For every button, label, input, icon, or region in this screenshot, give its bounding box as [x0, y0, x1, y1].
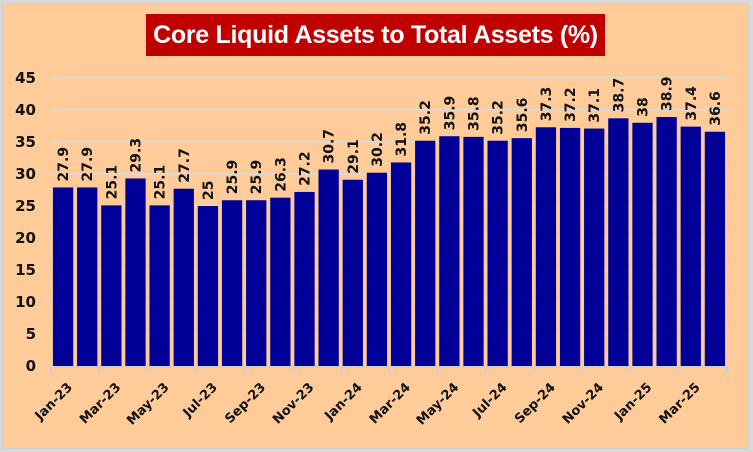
bar — [559, 127, 581, 366]
x-tick-label: May-24 — [414, 380, 462, 428]
bar — [439, 136, 460, 366]
bar — [366, 172, 388, 366]
bar — [294, 191, 315, 366]
bars — [52, 117, 726, 366]
bar — [318, 169, 339, 366]
data-label: 30.7 — [322, 129, 338, 164]
data-label: 27.9 — [56, 147, 72, 182]
x-tick-label: Sep-23 — [222, 380, 269, 427]
x-tick-label: Mar-23 — [77, 380, 124, 427]
x-tick-label: Jan-24 — [322, 380, 366, 424]
y-tick-label: 40 — [15, 101, 36, 119]
data-label: 38 — [636, 97, 652, 116]
data-label: 35.6 — [515, 98, 531, 133]
bar — [52, 187, 74, 366]
data-label: 35.2 — [491, 100, 507, 135]
data-label: 27.2 — [298, 151, 314, 186]
data-label: 25.1 — [153, 165, 169, 200]
y-tick-label: 45 — [15, 69, 36, 87]
bar — [221, 200, 243, 366]
bar — [270, 197, 291, 366]
y-axis: 0 5 10 15 20 25 30 35 40 45 — [15, 69, 36, 375]
y-tick-label: 0 — [26, 357, 36, 375]
bar — [77, 187, 98, 366]
bar — [632, 122, 653, 366]
y-tick-label: 5 — [26, 325, 36, 343]
data-label: 38.7 — [611, 78, 627, 113]
bar — [656, 117, 677, 366]
data-label: 36.6 — [708, 91, 724, 126]
data-label: 35.9 — [442, 96, 458, 131]
data-label: 37.2 — [563, 87, 579, 122]
bar — [173, 188, 194, 366]
data-labels: 27.9 27.9 25.1 29.3 25.1 27.7 25 25.9 25.9 26.3 27… — [56, 76, 724, 200]
data-label: 25.1 — [104, 165, 120, 200]
x-tick-label: Jan-23 — [32, 380, 76, 424]
bar — [149, 205, 170, 366]
data-label: 31.8 — [394, 122, 410, 157]
x-tick-label: Mar-24 — [367, 380, 414, 427]
bar — [487, 140, 508, 366]
data-label: 38.9 — [660, 76, 676, 111]
x-tick-label: May-23 — [124, 380, 172, 428]
bar — [101, 205, 122, 366]
x-tick-label: Jul-24 — [469, 380, 510, 421]
bar — [511, 138, 532, 366]
data-label: 37.1 — [587, 88, 603, 123]
bar — [197, 206, 219, 366]
data-label: 25 — [201, 181, 217, 200]
data-label: 25.9 — [249, 160, 265, 195]
x-tick-label: Jul-23 — [180, 380, 221, 421]
bar — [584, 128, 605, 366]
bar — [390, 162, 412, 366]
data-label: 37.3 — [539, 87, 555, 122]
bar — [342, 179, 363, 366]
data-label: 25.9 — [225, 160, 241, 195]
bar — [415, 140, 436, 366]
y-tick-label: 10 — [15, 293, 36, 311]
data-label: 29.3 — [129, 138, 145, 173]
y-tick-label: 20 — [15, 229, 36, 247]
data-label: 35.8 — [467, 96, 483, 131]
chart-title: Core Liquid Assets to Total Assets (%) — [146, 14, 605, 56]
y-tick-label: 30 — [15, 165, 36, 183]
data-label: 29.1 — [346, 139, 362, 174]
y-tick-label: 35 — [15, 133, 36, 151]
y-tick-label: 15 — [15, 261, 36, 279]
bar — [246, 200, 267, 366]
data-label: 27.7 — [177, 148, 193, 183]
data-label: 26.3 — [273, 157, 289, 192]
data-label: 37.4 — [684, 86, 700, 121]
data-label: 35.2 — [418, 100, 434, 135]
bar — [680, 126, 701, 366]
x-tick-label: Mar-25 — [657, 380, 704, 427]
x-tick-label: Jan-25 — [611, 380, 655, 424]
data-label: 27.9 — [80, 147, 96, 182]
y-tick-label: 25 — [15, 197, 36, 215]
x-tick-label: Nov-23 — [270, 380, 317, 427]
bar — [535, 127, 557, 366]
x-tick-label: Nov-24 — [560, 380, 607, 427]
x-tick-label: Sep-24 — [512, 380, 559, 427]
bar — [463, 136, 484, 366]
bar — [704, 131, 726, 366]
bar — [608, 118, 629, 366]
data-label: 30.2 — [370, 132, 386, 167]
bar — [125, 178, 146, 366]
x-axis: Jan-23 Mar-23 May-23 Jul-23 Sep-23 Nov-23 Jan-… — [32, 366, 729, 429]
